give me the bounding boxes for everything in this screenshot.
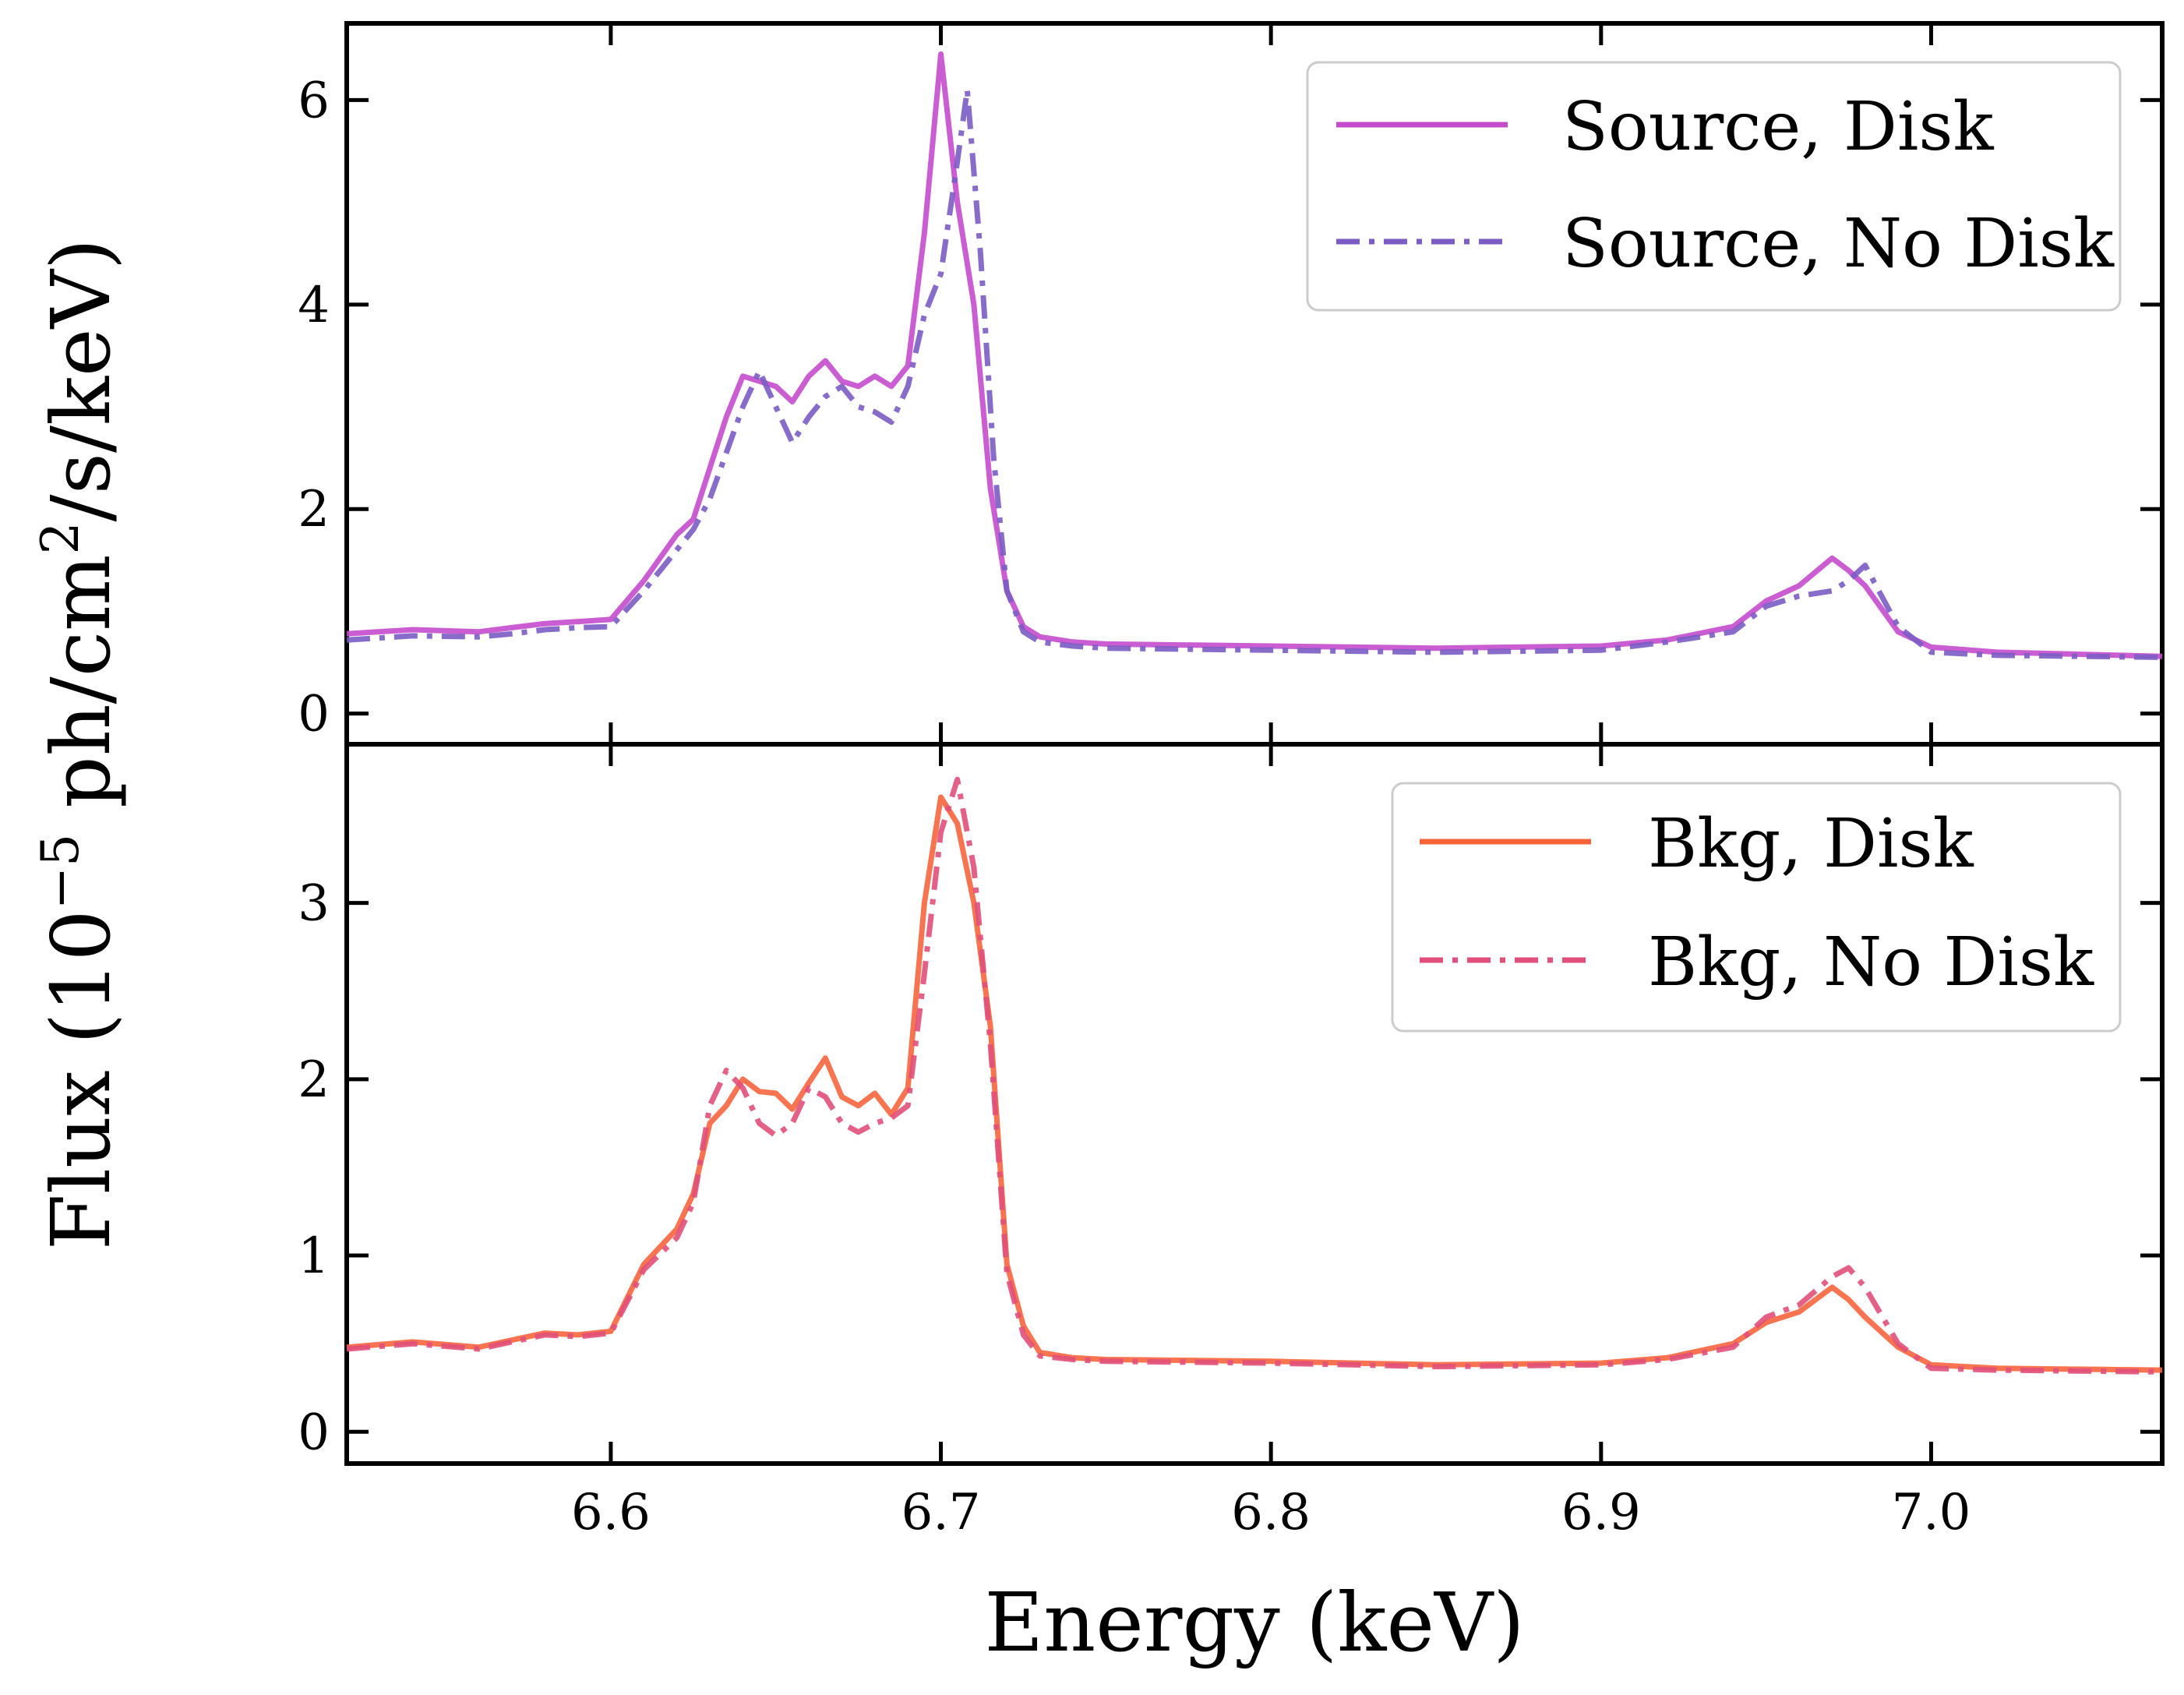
bottom-series-group <box>346 776 2163 1375</box>
y-axis-title-suffix: /s/keV) <box>34 238 129 522</box>
series-line-bkg-disk <box>346 794 2163 1373</box>
y-axis-title-exponent2: 2 <box>30 521 90 554</box>
bottom-legend: Bkg, Disk Bkg, No Disk <box>1391 782 2122 1033</box>
legend-label-source-disk: Source, Disk <box>1562 88 1995 166</box>
top-legend-box <box>1306 61 2122 312</box>
legend-label-bkg-no-disk: Bkg, No Disk <box>1648 923 2094 1001</box>
y-tick-label: 2 <box>298 481 330 539</box>
y-axis-title-exponent: −5 <box>30 834 90 909</box>
bottom-panel-frame <box>344 742 2165 1466</box>
legend-label-source-no-disk: Source, No Disk <box>1562 205 2115 283</box>
y-axis-title-middle: ph/cm <box>34 554 129 834</box>
y-tick-label: 4 <box>298 277 330 334</box>
tick-labels-group: 0 2 4 6 0 1 2 3 6.6 6.7 6.8 6.9 7.0 <box>298 72 1971 1541</box>
y-axis-title-prefix: Flux (10 <box>34 909 129 1250</box>
x-axis-title: Energy (keV) <box>984 1575 1524 1670</box>
y-axis-title: Flux (10−5 ph/cm2/s/keV) <box>30 238 129 1251</box>
x-tick-label: 7.0 <box>1892 1484 1971 1541</box>
x-tick-label: 6.6 <box>571 1484 651 1541</box>
y-tick-label: 2 <box>298 1051 330 1109</box>
top-legend: Source, Disk Source, No Disk <box>1306 61 2122 312</box>
y-tick-label: 0 <box>298 686 330 743</box>
tick-marks-group <box>347 23 2162 1464</box>
y-tick-label: 3 <box>298 875 330 933</box>
series-line-source-disk <box>346 51 2163 659</box>
y-tick-label: 6 <box>298 72 330 129</box>
top-series-group <box>346 51 2163 660</box>
x-tick-label: 6.7 <box>901 1484 981 1541</box>
series-line-source-no-disk <box>346 87 2163 660</box>
series-line-bkg-no-disk <box>346 776 2163 1375</box>
legend-label-bkg-disk: Bkg, Disk <box>1648 805 1974 883</box>
bottom-legend-box <box>1391 782 2122 1033</box>
x-tick-label: 6.8 <box>1231 1484 1311 1541</box>
y-tick-label: 1 <box>298 1227 330 1285</box>
x-tick-label: 6.9 <box>1561 1484 1641 1541</box>
y-tick-label: 0 <box>298 1404 330 1461</box>
